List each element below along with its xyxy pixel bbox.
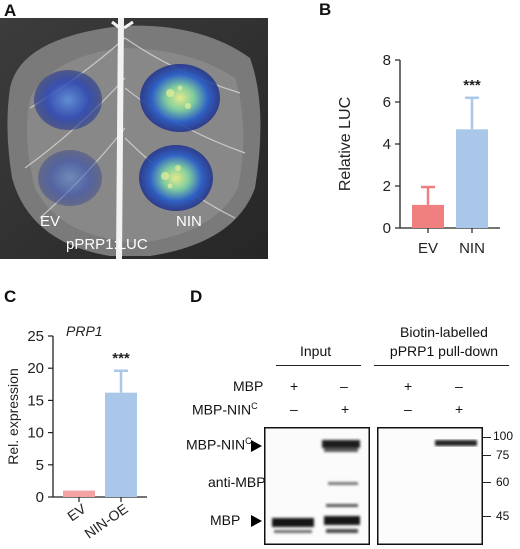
band-input-lane1-mbp (272, 518, 314, 527)
panel-c-letter: C (4, 287, 17, 306)
panel-b-letter: B (319, 0, 332, 19)
header-pulldown-line2: pPRP1 pull-down (389, 343, 499, 359)
marker-tick-100 (483, 437, 491, 438)
marker-60: 60 (496, 475, 510, 489)
ev-spot-top (34, 70, 102, 130)
row-label-mbp: MBP (233, 378, 264, 394)
significance-stars: *** (112, 350, 130, 367)
header-input: Input (300, 343, 332, 359)
y-tick-label: 5 (36, 457, 44, 474)
sign-r1-l4: – (455, 378, 463, 394)
blot-label-mbp-nin-sup: C (245, 436, 252, 446)
row-label-superscript: C (251, 401, 258, 411)
x-tick-label: EV (418, 240, 438, 257)
y-tick-label: 6 (383, 94, 391, 111)
y-tick-label: 20 (27, 360, 44, 377)
label-reporter: pPRP1:LUC (66, 236, 148, 253)
marker-tick-75 (483, 455, 491, 456)
x-tick-label: NIN-OE (81, 500, 130, 541)
ev-spot-bottom (38, 150, 102, 206)
panel-d-letter: D (190, 287, 203, 306)
y-axis-label: Rel. expression (5, 368, 21, 465)
band-input-lane2-low (326, 504, 358, 507)
bar-ev (63, 490, 95, 497)
blot-label-mbp-nin: MBP-NINC (186, 436, 252, 453)
nin-spot-top (140, 64, 220, 132)
blot-label-mbp: MBP (210, 512, 241, 528)
band-pulldown-lane2 (435, 440, 477, 446)
y-tick-label: 25 (27, 328, 44, 345)
band-input-lane2-mbp (324, 516, 360, 525)
y-tick-label: 0 (383, 220, 391, 237)
x-tick-label: NIN (459, 240, 485, 257)
gene-name: PRP1 (66, 323, 103, 339)
arrowhead-bottom (251, 515, 262, 527)
band-input-lane2-mid (328, 482, 358, 485)
bar-nin-oe (105, 392, 137, 497)
header-input-underline (276, 365, 361, 366)
panel-a-letter: A (4, 1, 17, 20)
marker-75: 75 (496, 448, 510, 462)
marker-45: 45 (496, 509, 510, 523)
header-pulldown-underline (374, 365, 509, 366)
sign-r2-l3: – (404, 401, 412, 417)
sign-r1-l3: + (404, 378, 413, 394)
label-ev: EV (40, 213, 61, 230)
y-tick-label: 2 (383, 178, 391, 195)
marker-tick-60 (483, 482, 491, 483)
header-pulldown-line1: Biotin-labelled (400, 324, 488, 340)
y-tick-label: 8 (383, 52, 391, 69)
bar-ev (412, 204, 444, 228)
blot-input (264, 427, 370, 545)
sign-r1-l2: – (340, 378, 348, 394)
y-tick-label: 10 (27, 425, 44, 442)
nin-spot-bottom (139, 145, 213, 211)
band-input-lane2-top (322, 440, 360, 448)
row-label-mbp-nin: MBP-NINC (192, 401, 258, 418)
leaf-luminescence-image (0, 18, 268, 259)
x-tick-label: EV (64, 500, 89, 524)
blot-label-anti-mbp: anti-MBP (208, 474, 266, 490)
leaf-midrib (116, 18, 124, 259)
label-nin: NIN (176, 213, 202, 230)
sign-r2-l1: – (290, 401, 298, 417)
y-tick-label: 15 (27, 392, 44, 409)
blot-pulldown (377, 427, 483, 545)
sign-r2-l4: + (455, 401, 464, 417)
significance-stars: *** (463, 77, 481, 94)
y-axis-label: Relative LUC (337, 97, 354, 191)
sign-r2-l2: + (341, 401, 350, 417)
marker-tick-45 (483, 516, 491, 517)
y-tick-label: 4 (383, 136, 391, 153)
marker-100: 100 (493, 429, 514, 443)
arrowhead-top (251, 440, 262, 452)
bar-nin (456, 129, 488, 228)
blot-label-mbp-nin-text: MBP-NIN (186, 436, 246, 453)
chart-b: 0 2 4 6 8 Relative LUC EV NIN *** (337, 52, 500, 257)
sign-r1-l1: + (290, 378, 299, 394)
y-tick-label: 0 (36, 489, 44, 506)
row-label-mbp-nin-text: MBP-NIN (192, 401, 252, 418)
